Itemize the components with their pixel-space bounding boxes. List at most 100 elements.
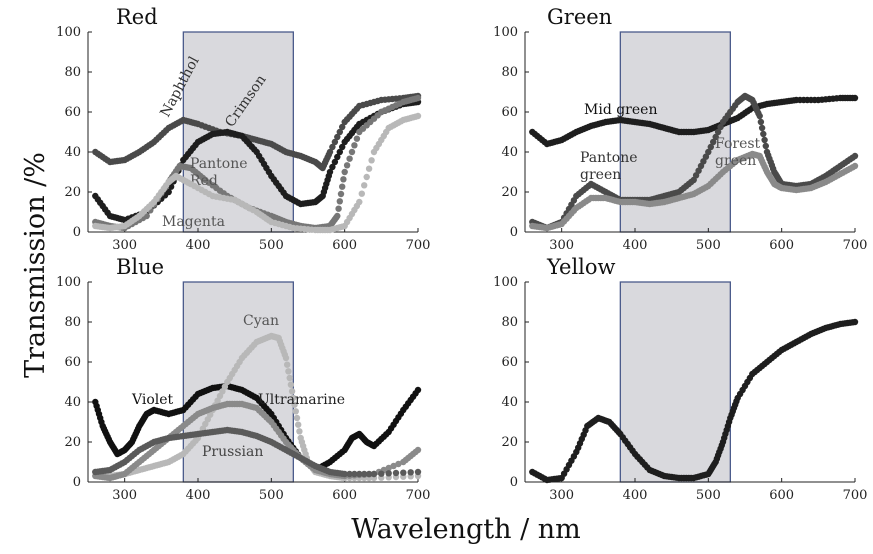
data-point (285, 368, 292, 375)
data-point (414, 94, 422, 102)
data-point (707, 143, 714, 151)
blue-label-cyan: Cyan (243, 313, 279, 329)
data-point (295, 421, 302, 428)
label-line: Pantone (190, 156, 248, 172)
data-point (378, 470, 385, 477)
data-point (214, 397, 221, 404)
blue-y-tick-label: 60 (64, 355, 81, 370)
blue-label-prussian: Prussian (202, 444, 263, 460)
green-y-tick-label: 20 (501, 185, 518, 200)
data-point (697, 162, 705, 170)
yellow-series-yellow (529, 318, 859, 484)
data-point (395, 460, 402, 468)
data-point (335, 205, 342, 212)
data-point (756, 112, 763, 120)
data-point (337, 190, 345, 198)
data-point (284, 361, 291, 368)
data-point (339, 183, 346, 190)
data-point (326, 168, 334, 176)
data-point (336, 128, 343, 136)
green-panel: 300 400 500 600 700 0 20 40 60 80 100 Green Mid gree… (493, 5, 867, 253)
label-line: green (580, 167, 621, 183)
yellow-y-tick-label: 20 (501, 435, 518, 450)
data-point (221, 383, 229, 390)
green-x-tick-label: 400 (623, 238, 648, 253)
data-point (368, 157, 375, 164)
green-y-tick-label: 80 (501, 65, 518, 80)
green-y-tick-label: 0 (510, 225, 518, 240)
data-point (851, 318, 859, 326)
data-point (390, 462, 397, 470)
blue-y-tick-label: 80 (64, 315, 81, 330)
data-point (165, 188, 172, 196)
y-axis-label: Transmission /% (20, 152, 51, 378)
yellow-x-tick-label: 400 (623, 488, 648, 503)
data-point (202, 420, 209, 428)
data-point (336, 198, 343, 205)
x-axis-label: Wavelength / nm (351, 514, 581, 545)
yellow-y-tick-label: 40 (501, 395, 518, 410)
label-line: green (715, 153, 756, 169)
red-panel-title: Red (116, 5, 158, 29)
label-line: Pantone (580, 150, 638, 166)
green-label-pantone-green: Pantone green (580, 150, 638, 183)
blue-panel: 300 400 500 600 700 0 20 40 60 80 100 Blue Violet Cya… (56, 255, 430, 503)
data-point (392, 469, 400, 477)
data-point (358, 190, 365, 197)
yellow-panel-title: Yellow (546, 255, 616, 279)
red-y-tick-label: 40 (64, 145, 81, 160)
blue-highlight-band (182, 281, 294, 483)
green-y-tick-label: 40 (501, 145, 518, 160)
yellow-y-tick-label: 100 (493, 275, 518, 290)
data-point (348, 148, 356, 156)
data-point (356, 198, 363, 206)
red-y-tick-label: 100 (56, 25, 81, 40)
red-y-tick-label: 60 (64, 105, 81, 120)
data-point (414, 468, 422, 476)
data-point (757, 118, 765, 126)
yellow-y-tick-label: 60 (501, 355, 518, 370)
data-point (341, 470, 348, 478)
data-point (286, 374, 293, 382)
yellow-x-tick-label: 700 (843, 488, 868, 503)
red-x-tick-label: 400 (186, 238, 211, 253)
green-y-tick-label: 100 (493, 25, 518, 40)
data-point (356, 470, 363, 478)
data-point (385, 470, 392, 477)
data-point (761, 136, 768, 144)
blue-x-tick-label: 400 (186, 488, 211, 503)
yellow-x-tick-label: 500 (696, 488, 721, 503)
green-y-tick-label: 60 (501, 105, 518, 120)
red-y-tick-label: 20 (64, 185, 81, 200)
blue-y-tick-label: 100 (56, 275, 81, 290)
data-point (216, 392, 224, 400)
data-point (851, 94, 859, 102)
data-point (351, 470, 358, 478)
red-y-tick-label: 0 (73, 225, 81, 240)
data-point (365, 470, 373, 478)
blue-y-tick-label: 0 (73, 475, 81, 490)
data-point (414, 446, 422, 454)
red-x-tick-label: 600 (332, 238, 357, 253)
data-point (370, 470, 378, 478)
data-point (758, 124, 766, 132)
green-label-mid-green: Mid green (584, 102, 657, 118)
data-point (407, 469, 414, 476)
data-point (336, 148, 343, 156)
green-label-forest-green: Forest green (715, 136, 761, 169)
data-point (363, 173, 370, 181)
yellow-panel: 300 400 500 600 700 0 20 40 60 80 100 Yellow (493, 255, 867, 503)
blue-x-tick-label: 300 (112, 488, 137, 503)
data-point (714, 128, 722, 136)
data-point (341, 168, 348, 176)
data-point (351, 142, 358, 149)
blue-x-tick-label: 700 (406, 488, 431, 503)
data-point (414, 112, 422, 120)
data-point (339, 143, 346, 151)
red-x-tick-label: 500 (259, 238, 284, 253)
data-point (329, 143, 336, 151)
data-point (851, 162, 859, 170)
blue-y-tick-label: 40 (64, 395, 81, 410)
